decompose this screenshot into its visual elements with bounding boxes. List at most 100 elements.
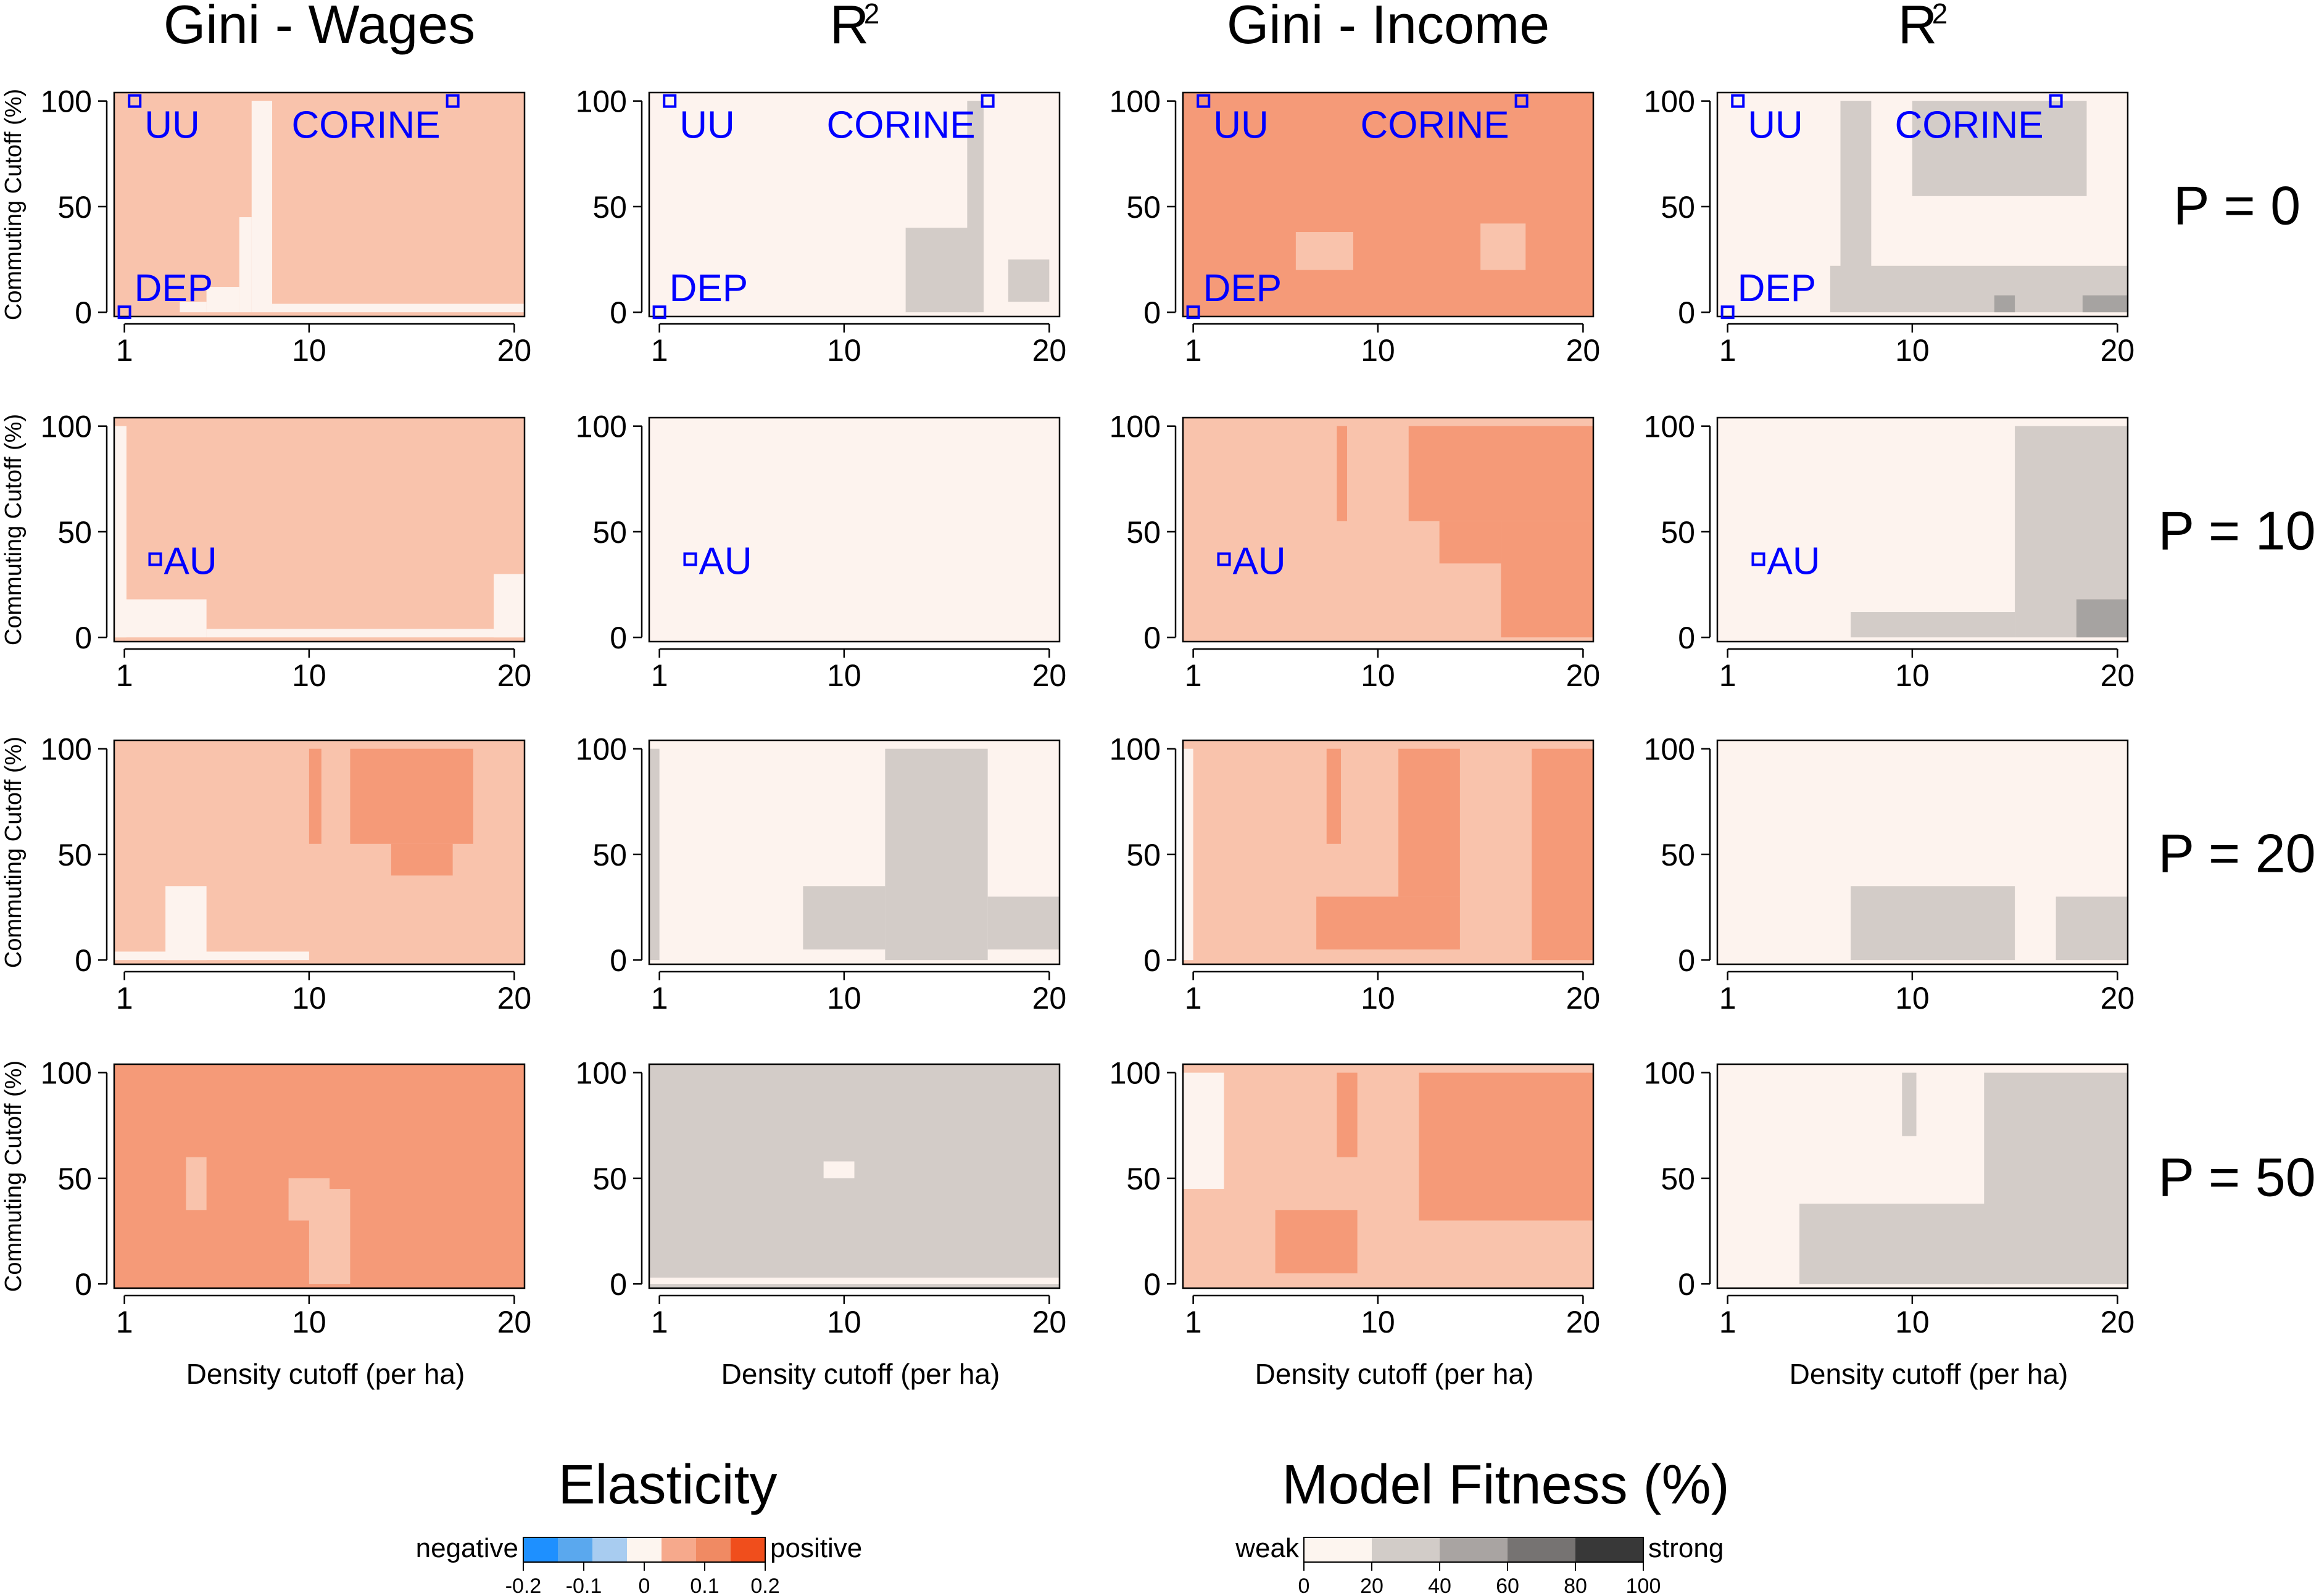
legend-swatch: [731, 1537, 765, 1562]
heatmap-cell-block: [288, 1178, 330, 1221]
panel-frame: [648, 739, 1061, 965]
x-tick-label: 20: [497, 981, 532, 1015]
x-axis-title: Density cutoff (per ha): [1255, 1358, 1534, 1390]
x-tick-label: 10: [827, 1305, 861, 1339]
legend-low-label: negative: [416, 1533, 518, 1563]
legend-swatch: [662, 1537, 696, 1562]
x-tick-label: 1: [1719, 658, 1736, 693]
x-tick-label: 10: [1895, 658, 1930, 693]
column-title-text: R: [1898, 0, 1938, 55]
heatmap-cell-block: [967, 101, 984, 313]
x-tick-label: 10: [1361, 981, 1395, 1015]
marker-label-corine: CORINE: [1894, 104, 2043, 147]
x-tick-label: 20: [2101, 333, 2135, 368]
heatmap-cell-block: [987, 896, 1060, 950]
panel-frame: [1182, 739, 1595, 965]
y-tick-label: 100: [1110, 1056, 1161, 1091]
marker-label-au: AU: [164, 540, 217, 582]
x-tick-label: 1: [116, 333, 133, 368]
x-tick-label: 20: [1566, 1305, 1601, 1339]
column-title-2: Gini - Income: [1227, 0, 1549, 55]
x-tick-label: 20: [497, 333, 532, 368]
row-label-1: P = 10: [2158, 500, 2315, 561]
x-tick-label: 10: [1895, 981, 1930, 1015]
legend-legend_fitness: Model Fitness (%) weak strong 0 20 40 60 80 100: [1235, 1454, 1729, 1596]
panel-frame: [648, 91, 1061, 318]
column-title-3: R2: [1898, 0, 1948, 55]
marker-label-au: AU: [1767, 540, 1820, 582]
panel-r3-c1: 1 10 20 0 50 100 Density cutoff (per ha): [576, 1056, 1067, 1390]
heatmap-cell-block: [114, 951, 309, 961]
marker-corine: [981, 94, 995, 108]
y-tick-label: 100: [41, 732, 92, 767]
heatmap-cell-block: [391, 843, 453, 876]
heatmap-cell-block: [1912, 101, 2087, 196]
legend-swatch: [1440, 1537, 1508, 1562]
legend-swatch: [627, 1537, 662, 1562]
heatmap-cell-block: [1008, 259, 1050, 302]
heatmap-cell-block: [1408, 426, 1593, 521]
x-tick-label: 20: [1032, 981, 1067, 1015]
y-tick-label: 50: [57, 190, 92, 225]
panel-r0-c1: 1 10 20 0 50 100 UU CORINE DEP: [576, 85, 1067, 368]
marker-au: [1217, 552, 1231, 566]
marker-au: [148, 552, 162, 566]
y-tick-label: 0: [1143, 943, 1161, 978]
y-tick-label: 0: [1678, 1267, 1695, 1302]
heatmap-cell-block: [1183, 1072, 1224, 1189]
panel-r0-c3: 1 10 20 0 50 100 UU CORINE DEP: [1644, 85, 2135, 368]
heatmap-cell-block: [239, 217, 252, 313]
legend-tick-label: 20: [1360, 1574, 1384, 1596]
x-axis-title: Density cutoff (per ha): [721, 1358, 1000, 1390]
legend-title: Elasticity: [558, 1454, 777, 1516]
panel-frame: [113, 91, 526, 318]
heatmap-cell-block: [1480, 223, 1526, 270]
column-title-text: R: [830, 0, 869, 55]
row-label-2: P = 20: [2158, 823, 2315, 884]
y-tick-label: 100: [576, 1056, 627, 1091]
legend-frame: [1303, 1537, 1644, 1563]
y-tick-label: 0: [75, 621, 92, 655]
x-tick-label: 20: [1566, 333, 1601, 368]
legend-legend_elasticity: Elasticity negative positive -0.2 -0.1 0 0.1 0.…: [416, 1454, 863, 1596]
panel-r2-c0: 1 10 20 0 50 100 Commuting Cutoff (%): [1, 732, 531, 1015]
marker-label-au: AU: [1233, 540, 1286, 582]
legend-swatch: [1575, 1537, 1643, 1562]
x-tick-label: 1: [651, 1305, 668, 1339]
marker-corine: [446, 94, 460, 108]
panel-r1-c2: 1 10 20 0 50 100 AU: [1110, 410, 1601, 693]
x-tick-label: 1: [116, 1305, 133, 1339]
column-title-1: R2: [830, 0, 880, 55]
panel-frame: [1182, 416, 1595, 643]
heatmap-cell-block: [1326, 748, 1342, 844]
panel-r1-c0: 1 10 20 0 50 100 Commuting Cutoff (%) AU: [1, 410, 531, 693]
panel-background-cell: [649, 93, 1060, 316]
legend-tick-label: 60: [1496, 1574, 1519, 1596]
heatmap-cell-block: [186, 1157, 207, 1210]
heatmap-cell-block: [2076, 599, 2128, 638]
row-label-3: P = 50: [2158, 1147, 2315, 1208]
panel-frame: [1182, 91, 1595, 318]
legend-swatch: [1508, 1537, 1575, 1562]
panel-frame: [1182, 1063, 1595, 1289]
panel-frame: [113, 1063, 526, 1289]
heatmap-cell-block: [1851, 612, 2015, 638]
y-tick-label: 50: [1661, 1162, 1695, 1196]
heatmap-cell-block: [1398, 748, 1460, 897]
x-tick-label: 20: [1032, 333, 1067, 368]
x-tick-label: 10: [292, 981, 326, 1015]
legend-tick-label: -0.1: [566, 1574, 602, 1596]
x-axis-title: Density cutoff (per ha): [1790, 1358, 2068, 1390]
x-tick-label: 1: [1185, 658, 1202, 693]
legend-tick-label: 40: [1428, 1574, 1451, 1596]
x-tick-label: 10: [1895, 1305, 1930, 1339]
y-tick-label: 100: [1110, 85, 1161, 119]
heatmap-cell-block: [1439, 521, 1501, 564]
heatmap-cell-block: [165, 886, 207, 961]
row-label-0: P = 0: [2173, 175, 2300, 236]
y-tick-label: 50: [1126, 1162, 1161, 1196]
heatmap-cell-block: [1984, 1072, 2128, 1284]
marker-dep: [1186, 305, 1200, 320]
heatmap-cell-block: [272, 304, 525, 313]
y-tick-label: 100: [1110, 410, 1161, 444]
